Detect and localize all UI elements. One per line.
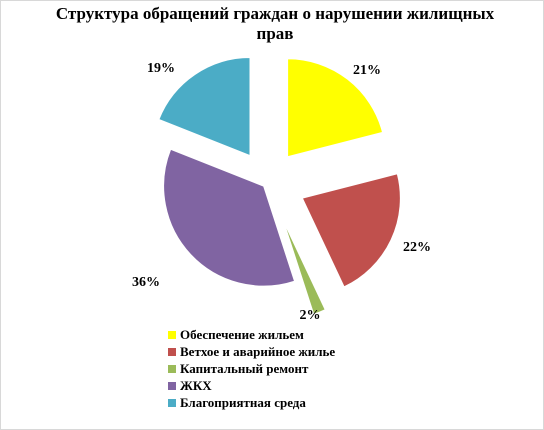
- chart-title: Структура обращений граждан о нарушении …: [55, 4, 495, 43]
- chart-legend: Обеспечение жильем Ветхое и аварийное жил…: [168, 326, 335, 411]
- pie-slice-2: [301, 173, 401, 288]
- legend-item: Обеспечение жильем: [168, 326, 335, 343]
- legend-label: Обеспечение жильем: [180, 326, 304, 342]
- legend-label: ЖКХ: [180, 377, 212, 393]
- data-label-3: 2%: [300, 308, 321, 323]
- legend-swatch: [168, 330, 176, 339]
- pie-slice-4: [163, 148, 296, 287]
- legend-swatch: [168, 381, 176, 390]
- data-label-4: 36%: [132, 275, 160, 290]
- legend-item: ЖКХ: [168, 377, 335, 394]
- legend-label: Благоприятная среда: [180, 394, 306, 410]
- pie-slice-5: [158, 57, 251, 157]
- data-label-2: 22%: [403, 240, 431, 255]
- pie-slice-1: [287, 58, 384, 158]
- data-label-5: 19%: [147, 61, 175, 76]
- legend-label: Ветхое и аварийное жилье: [180, 343, 336, 359]
- legend-label: Капитальный ремонт: [180, 360, 309, 376]
- data-label-1: 21%: [353, 63, 381, 78]
- legend-item: Благоприятная среда: [168, 394, 335, 411]
- legend-item: Ветхое и аварийное жилье: [168, 343, 335, 360]
- legend-swatch: [168, 347, 176, 356]
- legend-item: Капитальный ремонт: [168, 360, 335, 377]
- pie-slice-3: [282, 220, 326, 315]
- legend-swatch: [168, 364, 176, 373]
- legend-swatch: [168, 398, 176, 407]
